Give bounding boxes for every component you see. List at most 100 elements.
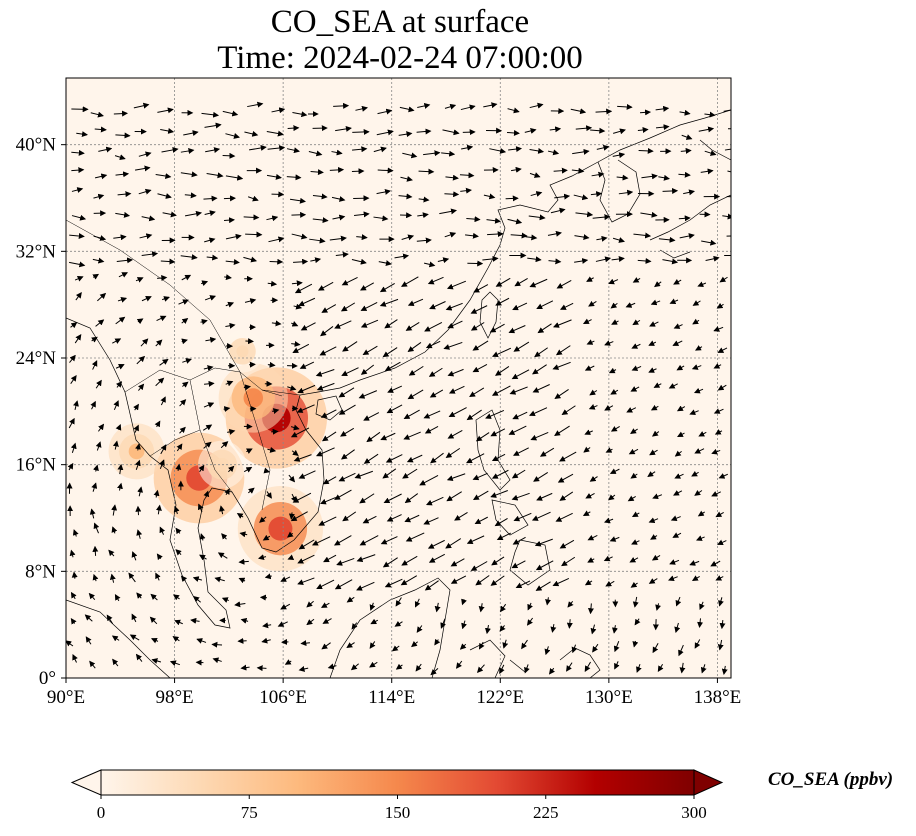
- wind-arrow: [332, 214, 346, 221]
- wind-arrow: [434, 638, 441, 646]
- wind-arrow: [321, 304, 337, 313]
- wind-arrow: [184, 192, 197, 199]
- wind-arrow: [244, 298, 257, 304]
- colorbar-gradient: [100, 769, 695, 796]
- wind-arrow: [726, 195, 731, 198]
- wind-arrow: [532, 384, 550, 393]
- visayas-coastline: [491, 499, 551, 586]
- wind-arrow: [157, 274, 168, 281]
- wind-arrow: [510, 232, 528, 239]
- wind-arrow: [486, 217, 501, 224]
- wind-arrow: [227, 428, 236, 435]
- wind-arrow: [284, 659, 292, 665]
- wind-arrow: [655, 105, 670, 112]
- wind-arrow: [638, 147, 654, 154]
- wind-arrow: [404, 493, 419, 504]
- wind-arrow: [647, 471, 656, 477]
- wind-arrow: [718, 597, 724, 607]
- wind-arrow: [298, 666, 309, 672]
- wind-arrow: [662, 258, 679, 265]
- wind-arrow: [346, 596, 355, 603]
- wind-arrow: [466, 453, 485, 464]
- wind-arrow: [508, 425, 527, 435]
- wind-arrow: [631, 539, 640, 545]
- wind-arrow: [106, 614, 114, 624]
- wind-arrow: [243, 466, 253, 473]
- wind-arrow: [648, 340, 657, 346]
- wind-arrow: [369, 602, 376, 611]
- wind-arrow: [373, 215, 389, 222]
- wind-arrow: [141, 251, 159, 258]
- wind-arrow: [424, 580, 439, 591]
- wind-arrow: [318, 516, 337, 526]
- wind-arrow: [592, 643, 599, 653]
- wind-arrow: [508, 325, 526, 334]
- colorbar-tick-label: 75: [241, 803, 258, 822]
- wind-arrow: [267, 280, 278, 287]
- wind-arrow: [700, 168, 714, 175]
- wind-arrow: [653, 382, 662, 388]
- wind-arrow: [135, 443, 141, 451]
- wind-arrow: [694, 639, 701, 649]
- wind-arrow: [220, 441, 229, 449]
- wind-arrow: [238, 558, 249, 565]
- wind-arrow: [297, 577, 315, 586]
- wind-arrow: [632, 596, 639, 608]
- wind-arrow: [674, 450, 682, 457]
- wind-arrow: [111, 526, 118, 534]
- wind-arrow: [211, 641, 223, 648]
- wind-arrow: [88, 592, 96, 601]
- wind-arrow: [178, 299, 189, 305]
- wind-arrow: [613, 640, 620, 653]
- wind-arrow: [319, 346, 337, 356]
- wind-arrow: [72, 653, 78, 663]
- wind-arrow: [405, 321, 420, 331]
- wind-arrow: [323, 554, 337, 563]
- wind-arrow: [199, 554, 207, 561]
- wind-arrow: [112, 658, 119, 667]
- wind-arrow: [141, 215, 156, 222]
- wind-arrow: [715, 575, 724, 581]
- longitude-tick-label: 122°E: [476, 687, 524, 708]
- wind-arrow: [205, 147, 221, 153]
- wind-arrow: [547, 149, 560, 156]
- wind-arrow: [630, 472, 638, 479]
- wind-arrow: [536, 492, 553, 501]
- wind-arrow: [548, 258, 562, 265]
- wind-arrow: [141, 296, 152, 302]
- wind-arrow: [169, 660, 180, 667]
- wind-arrow: [555, 345, 571, 356]
- wind-arrow: [267, 446, 277, 453]
- wind-arrow: [482, 255, 499, 262]
- wind-arrow: [675, 596, 682, 607]
- wind-arrow: [354, 470, 373, 479]
- wind-arrow: [128, 572, 136, 583]
- wind-arrow: [180, 171, 198, 178]
- wind-arrow: [331, 149, 343, 156]
- wind-arrow: [591, 171, 605, 178]
- wind-arrow: [418, 196, 430, 203]
- wind-arrow: [544, 646, 551, 656]
- wind-arrow: [67, 462, 74, 471]
- wind-arrow: [181, 274, 192, 281]
- wind-arrow: [294, 283, 313, 294]
- wind-arrow: [447, 368, 464, 377]
- wind-arrow: [90, 400, 96, 410]
- wind-arrow: [596, 235, 608, 242]
- wind-arrow: [492, 347, 512, 357]
- wind-arrow: [475, 575, 490, 586]
- wind-arrow: [588, 404, 598, 410]
- wind-arrow: [416, 128, 432, 135]
- wind-arrow: [74, 276, 84, 282]
- wind-arrow: [179, 426, 186, 434]
- wind-arrow: [225, 233, 242, 240]
- co-hotspot-core: [243, 388, 264, 408]
- wind-arrow: [648, 578, 658, 584]
- latitude-tick-label: 8°N: [25, 561, 56, 582]
- wind-arrow: [402, 152, 418, 159]
- wind-arrow: [395, 663, 403, 670]
- wind-arrow: [329, 235, 347, 242]
- wind-arrow: [587, 557, 595, 563]
- wind-arrow: [71, 187, 84, 193]
- wind-arrow: [93, 235, 107, 241]
